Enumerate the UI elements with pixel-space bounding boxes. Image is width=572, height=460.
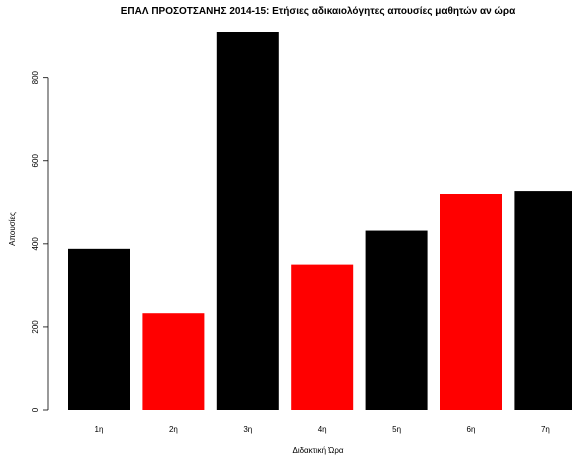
bar-4 (291, 264, 354, 410)
y-tick-label: 400 (31, 237, 40, 251)
y-tick-label: 200 (31, 320, 40, 334)
bar-3 (216, 32, 279, 410)
bar-2 (142, 313, 205, 410)
bars (68, 32, 572, 410)
chart-title: ΕΠΑΛ ΠΡΟΣΟΤΣΑΝΗΣ 2014-15: Ετήσιες αδικαι… (121, 6, 516, 17)
x-axis-label: Διδακτική Ώρα (292, 446, 343, 455)
x-tick-label: 6η (467, 425, 476, 434)
x-tick-label: 7η (541, 425, 550, 434)
y-tick-label: 0 (31, 407, 40, 412)
x-axis-tick-labels: 1η 2η 3η 4η 5η 6η 7η (95, 425, 550, 434)
y-axis: 0 200 400 600 800 (31, 70, 49, 412)
y-tick-label: 800 (31, 70, 40, 84)
bar-6 (440, 194, 502, 410)
y-axis-ticks: 0 200 400 600 800 (31, 70, 48, 412)
x-tick-label: 4η (318, 425, 327, 434)
x-tick-label: 5η (392, 425, 401, 434)
y-axis-label: Απουσίες (8, 212, 17, 246)
bar-7 (514, 191, 572, 410)
x-tick-label: 3η (243, 425, 252, 434)
bar-1 (68, 248, 130, 410)
y-tick-label: 600 (31, 154, 40, 168)
bar-5 (365, 230, 428, 410)
x-tick-label: 2η (169, 425, 178, 434)
x-tick-label: 1η (95, 425, 104, 434)
